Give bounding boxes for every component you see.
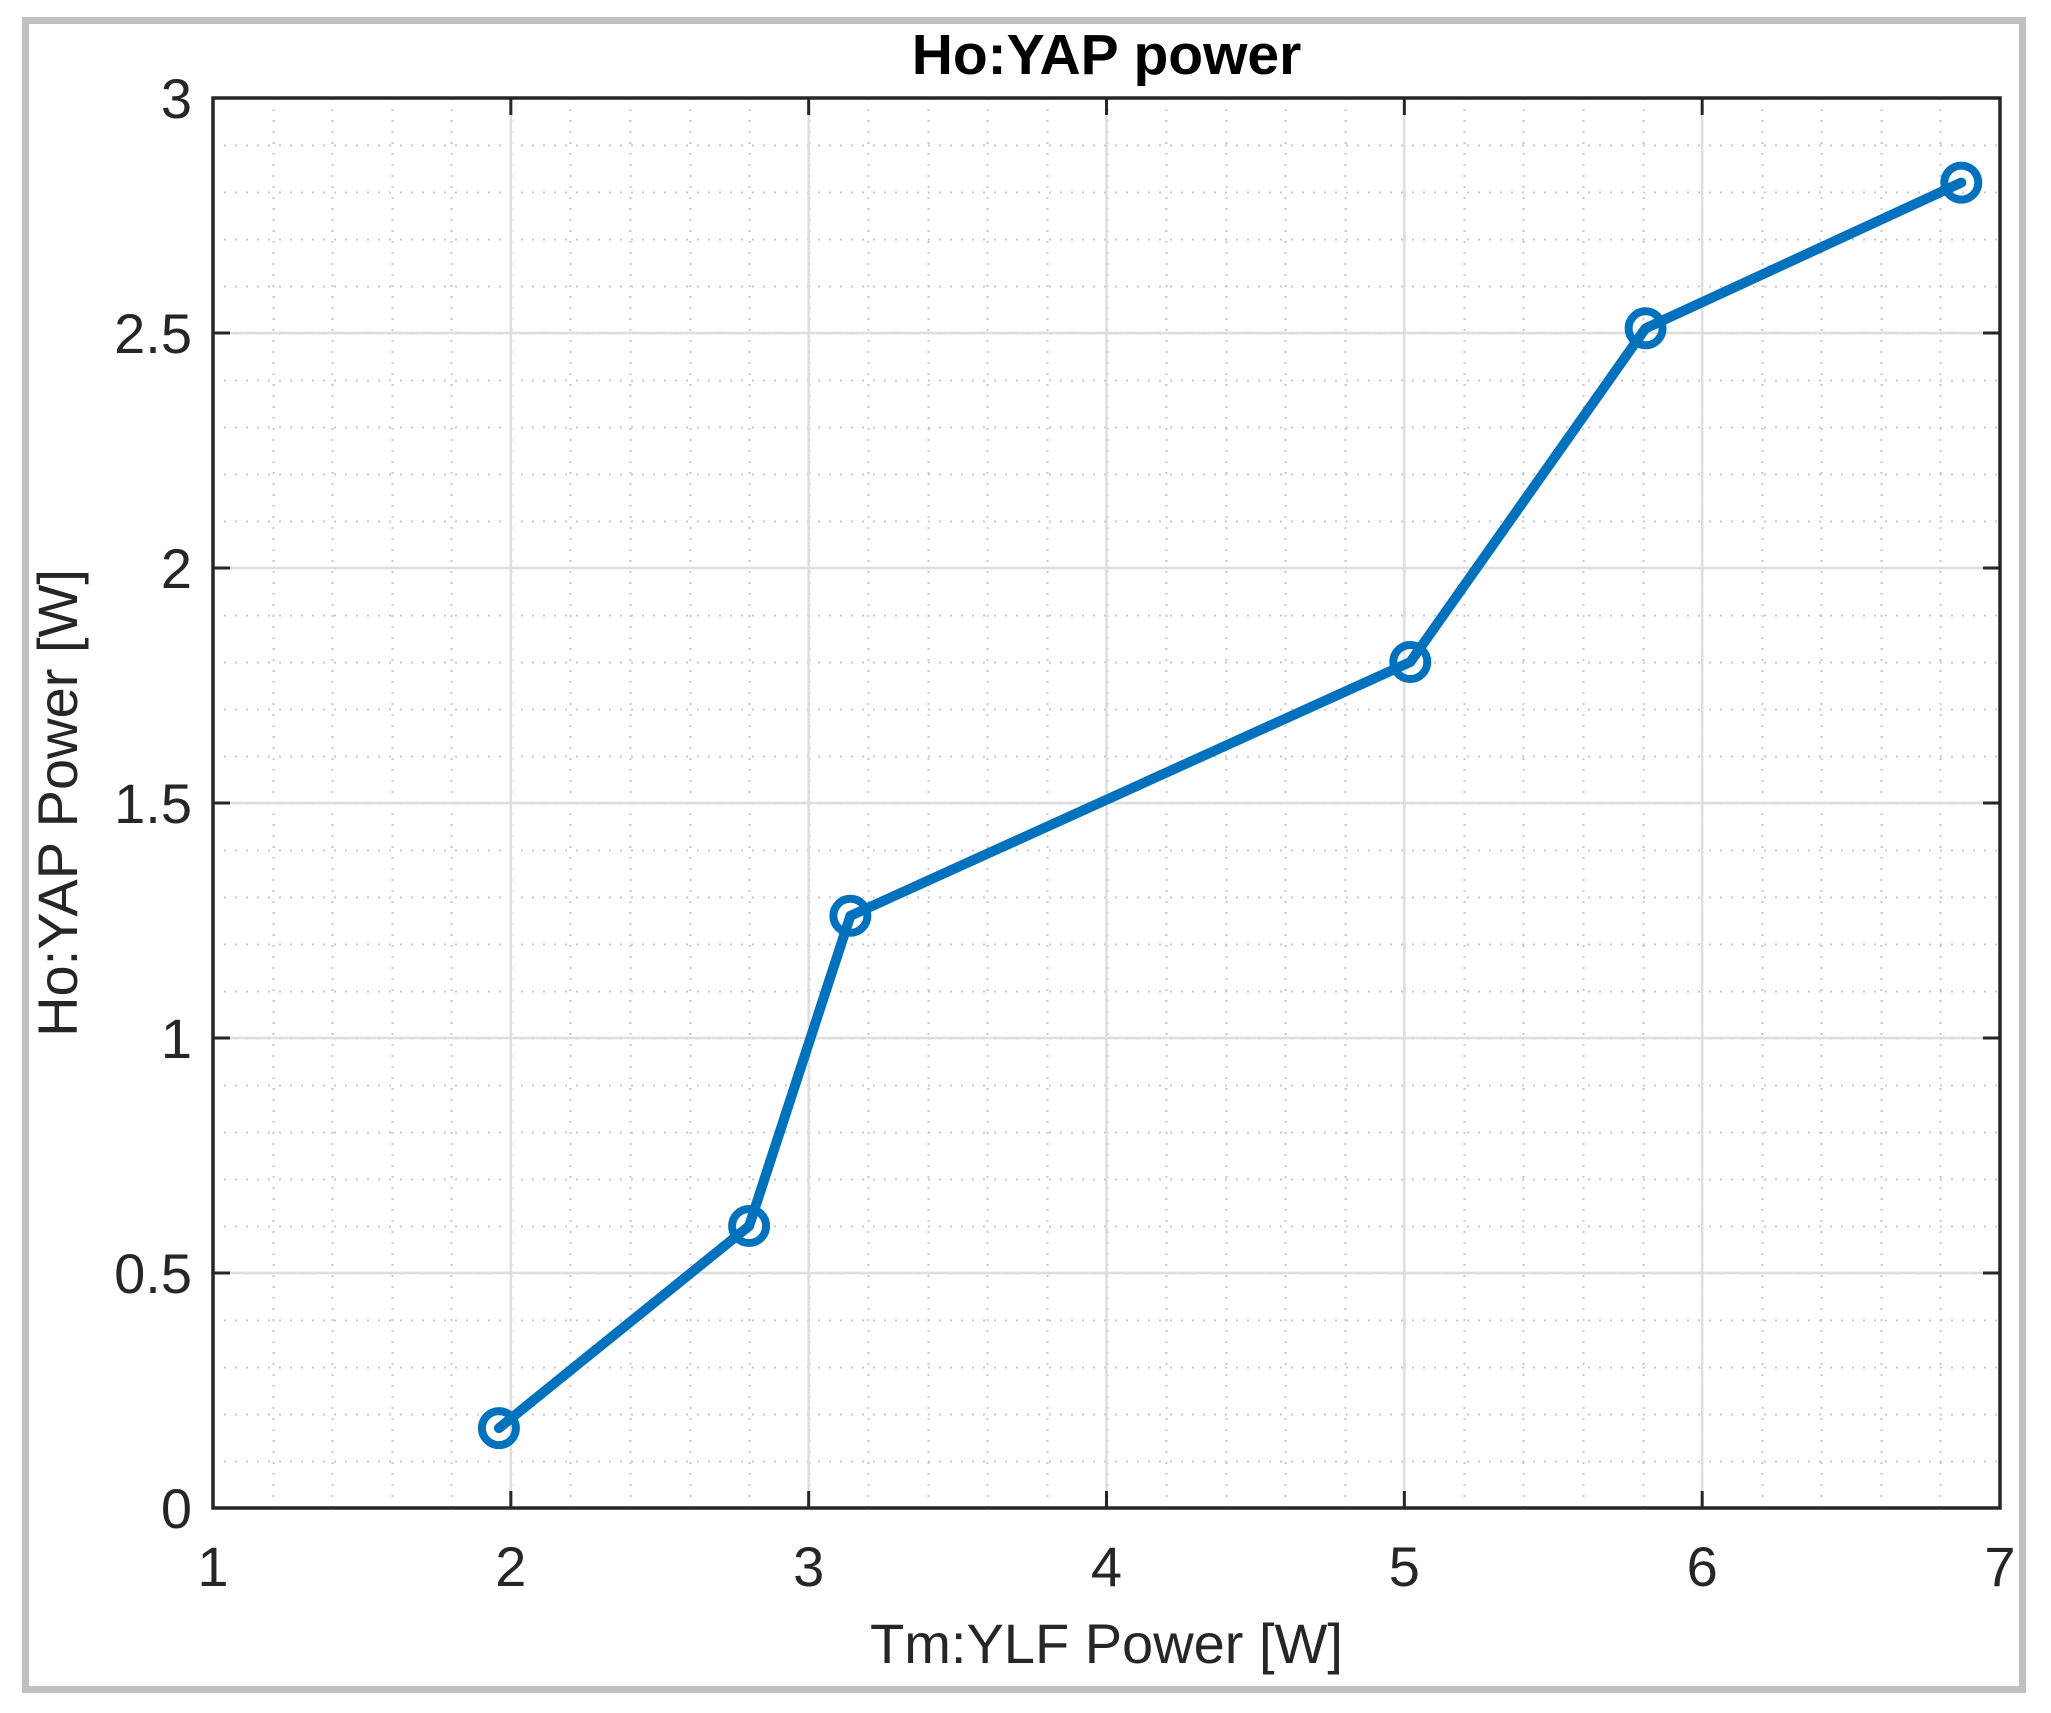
data-point-marker bbox=[829, 894, 872, 937]
y-tick-label: 1 bbox=[161, 1007, 192, 1070]
axis-ticks bbox=[211, 96, 2002, 1510]
y-tick-label: 0 bbox=[161, 1477, 192, 1540]
series-line bbox=[493, 177, 1967, 1434]
y-tick-label: 0.5 bbox=[114, 1242, 192, 1305]
y-tick-label: 1.5 bbox=[114, 772, 192, 835]
x-tick-label: 7 bbox=[1984, 1535, 2015, 1598]
chart-title: Ho:YAP power bbox=[911, 23, 1302, 87]
data-point-marker bbox=[1624, 307, 1667, 350]
y-tick-label: 2.5 bbox=[114, 302, 192, 365]
data-point-marker bbox=[477, 1407, 520, 1450]
y-axis-label: Ho:YAP Power [W] bbox=[26, 569, 89, 1037]
data-series bbox=[477, 161, 1983, 1450]
y-tick-label: 3 bbox=[161, 67, 192, 130]
tick-labels: 1 2 3 4 5 6 7 0 0.5 1 1.5 2 2.5 3 bbox=[114, 67, 2015, 1598]
x-tick-label: 4 bbox=[1091, 1535, 1122, 1598]
x-tick-label: 3 bbox=[793, 1535, 824, 1598]
x-tick-label: 6 bbox=[1687, 1535, 1718, 1598]
data-point-marker bbox=[1389, 641, 1432, 683]
data-point-marker bbox=[1940, 161, 1983, 204]
data-point-marker bbox=[728, 1205, 771, 1247]
x-tick-label: 1 bbox=[197, 1535, 228, 1598]
x-tick-label: 5 bbox=[1389, 1535, 1420, 1598]
x-axis-label: Tm:YLF Power [W] bbox=[870, 1612, 1343, 1675]
y-tick-label: 2 bbox=[161, 537, 192, 600]
x-tick-label: 2 bbox=[495, 1535, 526, 1598]
